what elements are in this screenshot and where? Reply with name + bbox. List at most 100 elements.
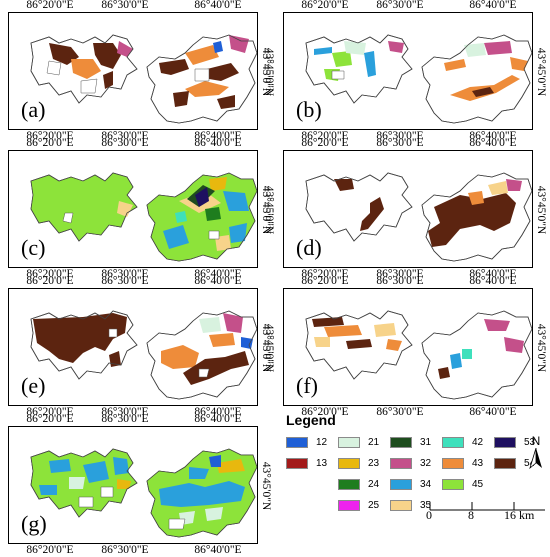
panel-label-b: (b) bbox=[296, 97, 322, 122]
landuse-patch-54 bbox=[33, 313, 127, 363]
landuse-patch-35 bbox=[117, 201, 133, 217]
landuse-patch-43 bbox=[324, 325, 362, 337]
lon-tick-bot-2: 86°40'0"E bbox=[469, 406, 517, 418]
legend-swatch-31 bbox=[390, 436, 412, 448]
lon-tick-top-0: 86°20'0"E bbox=[26, 413, 74, 425]
landuse-patch-54 bbox=[428, 193, 516, 247]
landuse-patch-34 bbox=[223, 191, 249, 211]
landuse-patch-34 bbox=[189, 467, 209, 479]
legend-swatch-45 bbox=[442, 478, 464, 490]
legend-swatch-43 bbox=[442, 457, 464, 469]
legend-item-34: 34 bbox=[390, 478, 431, 491]
landuse-patch-34 bbox=[314, 47, 332, 55]
lon-tick-bot-0: 86°20'0"E bbox=[26, 130, 74, 142]
legend-item-45: 45 bbox=[442, 478, 483, 491]
north-arrow: N bbox=[529, 434, 543, 473]
map-frame-a: (a) bbox=[8, 12, 258, 130]
lon-tick-bot-1: 86°30'0"E bbox=[376, 130, 424, 142]
landuse-patch-54 bbox=[159, 59, 189, 75]
lon-tick-top-0: 86°20'0"E bbox=[301, 137, 349, 149]
map-panel-b: (b) 86°20'0"E 86°20'0"E 86°30'0"E 86°30'0"E 8… bbox=[263, 0, 547, 142]
legend-title: Legend bbox=[286, 412, 336, 428]
lat-tick-vr: 43°45'0"N bbox=[534, 323, 547, 373]
lon-tick-top-0: 86°20'0"E bbox=[26, 137, 74, 149]
legend-item-35: 35 bbox=[390, 499, 431, 512]
legend-item-25: 25 bbox=[338, 499, 379, 512]
legend-item-12: 12 bbox=[286, 436, 327, 449]
landuse-patch-54 bbox=[207, 63, 239, 81]
lat-tick-vr: 43°45'0"N bbox=[259, 461, 272, 511]
legend-swatch-35 bbox=[390, 499, 412, 511]
lon-tick-bot-2: 86°40'0"E bbox=[194, 406, 242, 418]
lat-tick-vl: 43°45'0"N bbox=[262, 323, 275, 373]
map-frame-c: (c) bbox=[8, 150, 258, 268]
lon-tick-top-1: 86°30'0"E bbox=[376, 275, 424, 287]
scale-bar: 0 8 16 km bbox=[420, 500, 550, 544]
landuse-patch-32 bbox=[506, 179, 522, 191]
landuse-patch-54 bbox=[93, 43, 121, 69]
lon-tick-top-0: 86°20'0"E bbox=[26, 275, 74, 287]
lon-tick-top-0: 86°20'0"E bbox=[301, 0, 349, 11]
landuse-patch-32 bbox=[223, 313, 243, 333]
legend-swatch-12 bbox=[286, 436, 308, 448]
lon-tick-top-1: 86°30'0"E bbox=[101, 275, 149, 287]
map-svg-f bbox=[305, 310, 532, 400]
panel-label-c: (c) bbox=[21, 235, 46, 260]
legend-swatch-32 bbox=[390, 457, 412, 469]
lon-tick-top-1: 86°30'0"E bbox=[101, 413, 149, 425]
legend-item-32: 32 bbox=[390, 457, 431, 470]
legend-code-53: 53 bbox=[524, 437, 536, 448]
landuse-patch-34 bbox=[113, 457, 129, 475]
landuse-patch-21 bbox=[69, 477, 85, 489]
lon-tick-bot-2: 86°40'0"E bbox=[194, 268, 242, 280]
legend-swatch-23 bbox=[338, 457, 360, 469]
lon-tick-bot-0: 86°20'0"E bbox=[301, 130, 349, 142]
map-panel-d: (d) 86°20'0"E 86°20'0"E 86°30'0"E 86°30'0"E 8… bbox=[263, 137, 547, 279]
lon-tick-top-2: 86°40'0"E bbox=[469, 275, 517, 287]
landuse-patch-32 bbox=[229, 35, 249, 53]
landuse-patch-54 bbox=[109, 351, 121, 367]
legend-swatch-25 bbox=[338, 499, 360, 511]
legend-swatch-13 bbox=[286, 457, 308, 469]
landuse-patch-43 bbox=[444, 59, 466, 71]
landuse-patch-35 bbox=[488, 181, 508, 195]
map-panel-e: (e) 86°20'0"E 86°20'0"E 86°30'0"E 86°30'0"E 8… bbox=[0, 275, 272, 418]
landuse-patch-34 bbox=[163, 225, 189, 249]
legend-item-42: 42 bbox=[442, 436, 483, 449]
landuse-patch-23 bbox=[217, 459, 245, 473]
lon-tick-top-1: 86°30'0"E bbox=[376, 0, 424, 11]
lon-tick-top-2: 86°40'0"E bbox=[469, 0, 517, 11]
north-label: N bbox=[531, 434, 541, 448]
landuse-patch-54 bbox=[103, 71, 113, 89]
panel-label-d: (d) bbox=[296, 235, 322, 260]
landuse-patch-34 bbox=[39, 485, 57, 495]
lat-tick-vr: 43°45'0"N bbox=[534, 47, 547, 97]
legend-swatch-34 bbox=[390, 478, 412, 490]
landuse-patch-32 bbox=[484, 319, 510, 331]
lon-tick-bot-0: 86°20'0"E bbox=[26, 268, 74, 280]
legend-code-13: 13 bbox=[316, 458, 328, 469]
lon-tick-top-1: 86°30'0"E bbox=[101, 137, 149, 149]
panel-label-a: (a) bbox=[21, 97, 46, 122]
lon-tick-top-2: 86°40'0"E bbox=[194, 413, 242, 425]
legend-item-31: 31 bbox=[390, 436, 431, 449]
landuse-patch-54 bbox=[346, 339, 372, 349]
landuse-patch-45 bbox=[332, 51, 352, 67]
landuse-patch-54 bbox=[217, 95, 235, 109]
panel-label-e: (e) bbox=[21, 373, 46, 398]
panel-label-f: (f) bbox=[296, 373, 318, 398]
landuse-patch-43 bbox=[468, 191, 484, 205]
legend-item-43: 43 bbox=[442, 457, 483, 470]
legend: Legend 12 13 21 23 24 25 31 32 34 35 42 43 45 53 54 bbox=[280, 412, 548, 544]
lon-tick-top-2: 86°40'0"E bbox=[194, 0, 242, 11]
landuse-patch-12 bbox=[209, 455, 221, 467]
landuse-patch-43 bbox=[161, 345, 199, 369]
legend-code-31: 31 bbox=[420, 437, 432, 448]
lat-tick-vl: 43°45'0"N bbox=[262, 47, 275, 97]
map-svg-b bbox=[305, 34, 532, 124]
map-panel-g: (g) 86°20'0"E 86°20'0"E 86°30'0"E 86°30'0"E 8… bbox=[0, 413, 272, 556]
landuse-patch-43 bbox=[71, 59, 101, 79]
legend-swatch-53 bbox=[494, 436, 516, 448]
lon-tick-top-0: 86°20'0"E bbox=[26, 0, 74, 11]
map-svg-a bbox=[30, 34, 257, 124]
